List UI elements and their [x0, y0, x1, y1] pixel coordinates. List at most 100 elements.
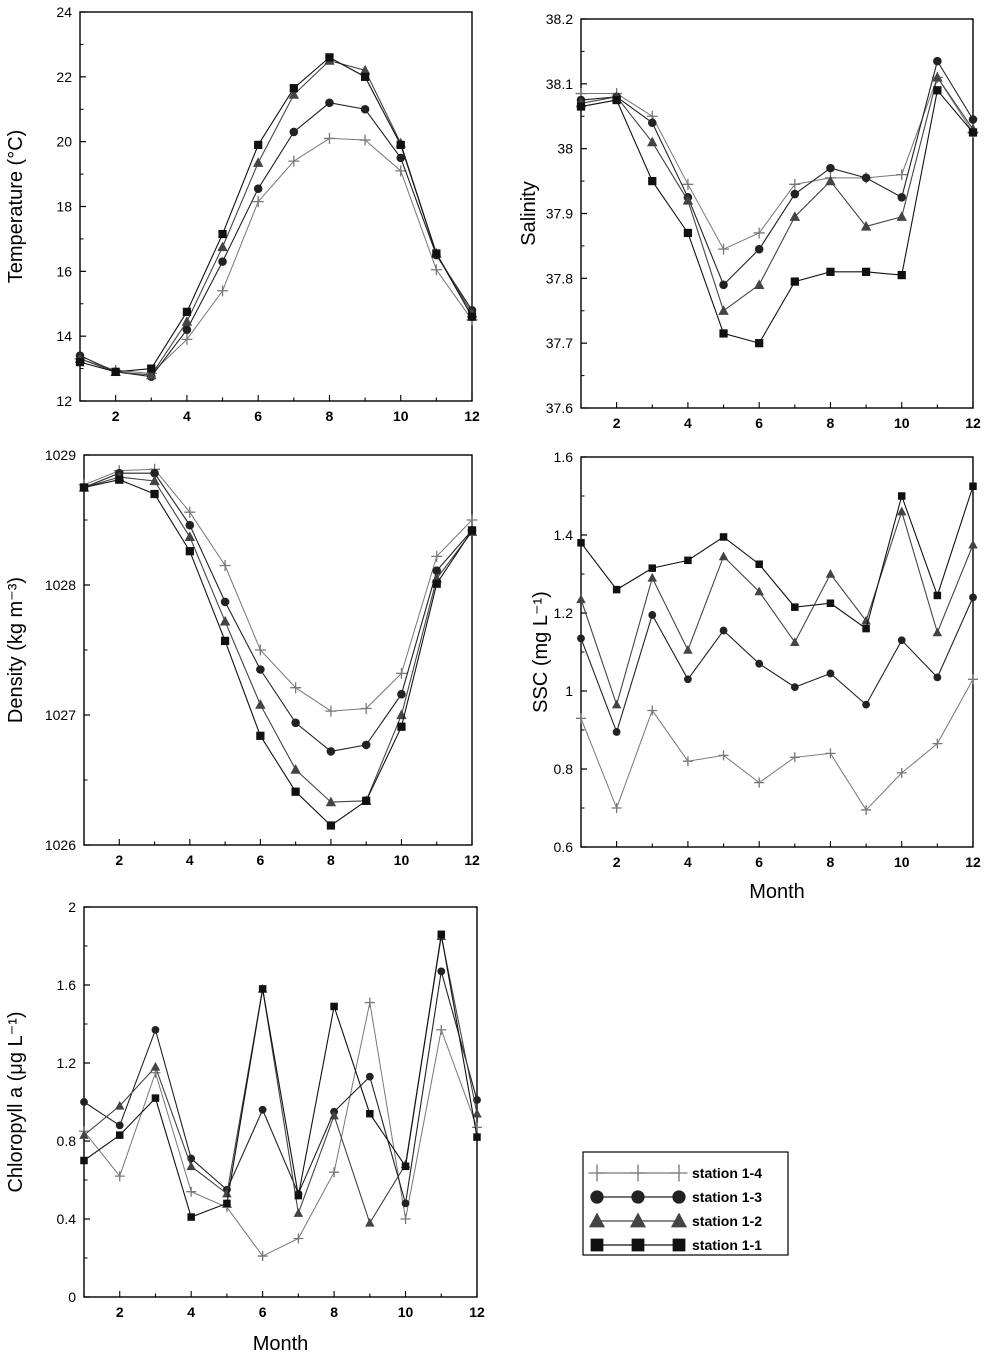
series-line	[580, 89, 974, 344]
series-line	[83, 971, 478, 1204]
data-point	[325, 796, 337, 807]
data-point	[217, 241, 228, 252]
data-point	[430, 264, 442, 276]
data-point	[147, 364, 156, 373]
data-point	[647, 572, 658, 582]
x-tick-label: 2	[112, 408, 120, 424]
data-point	[826, 669, 835, 678]
x-axis-label: Month	[749, 881, 805, 903]
x-tick-label: 10	[398, 1304, 414, 1320]
data-point	[151, 1025, 160, 1034]
data-point	[330, 1002, 338, 1011]
data-point	[223, 1199, 231, 1208]
x-tick-label: 4	[187, 1304, 195, 1320]
data-point	[611, 699, 622, 709]
series-line	[83, 472, 473, 752]
y-tick-label: 1.2	[57, 1055, 77, 1071]
data-point	[682, 195, 694, 205]
data-point	[826, 599, 835, 607]
data-point	[683, 645, 693, 654]
data-point	[288, 155, 300, 167]
x-tick-label: 10	[894, 415, 910, 431]
series-station-1-1	[577, 482, 977, 633]
y-tick-label: 1028	[45, 577, 76, 593]
data-point	[432, 579, 441, 588]
data-point	[254, 140, 263, 150]
data-point	[325, 705, 337, 717]
legend-marker	[672, 1238, 686, 1252]
data-point	[115, 1121, 124, 1130]
data-point	[467, 312, 477, 321]
data-point	[111, 367, 120, 376]
chart-panel-3: 1026 1027 1028 1029 2 4 6 8 10 12 Density (kg m⁻³)	[5, 447, 480, 868]
legend-box	[582, 1151, 789, 1256]
data-point	[256, 731, 265, 740]
x-tick-label: 8	[827, 854, 835, 870]
x-tick-label: 8	[327, 852, 335, 868]
legend-marker	[672, 1190, 686, 1204]
data-point	[325, 98, 334, 108]
y-tick-label: 14	[56, 328, 72, 344]
data-point	[149, 475, 160, 486]
series-line	[79, 60, 473, 376]
y-tick-label: 12	[56, 393, 72, 409]
data-point	[114, 1171, 125, 1182]
data-point	[432, 566, 442, 575]
data-point	[437, 967, 446, 976]
x-tick-label: 8	[330, 1304, 338, 1320]
data-point	[577, 634, 585, 643]
data-point	[217, 285, 229, 297]
series-line	[79, 56, 473, 373]
series-line	[83, 479, 473, 827]
series-line	[580, 59, 974, 286]
x-tick-label: 6	[256, 852, 264, 868]
x-tick-label: 4	[183, 408, 191, 424]
y-tick-label: 24	[56, 4, 72, 20]
data-point	[187, 1213, 195, 1221]
data-point	[220, 636, 230, 646]
series-station-1-1	[75, 53, 477, 376]
data-point	[968, 128, 978, 137]
data-point	[294, 1191, 303, 1200]
series-station-1-4	[575, 71, 979, 255]
y-tick-label: 1027	[45, 707, 76, 723]
data-point	[258, 985, 267, 993]
data-point	[184, 531, 196, 542]
y-tick-label: 0	[68, 1289, 76, 1305]
data-point	[252, 196, 264, 208]
data-point	[577, 539, 585, 547]
data-point	[150, 468, 159, 478]
y-tick-label: 1026	[45, 837, 76, 853]
data-point	[75, 357, 85, 367]
series-station-1-4	[78, 463, 478, 717]
data-point	[789, 178, 801, 190]
data-point	[360, 104, 370, 114]
data-point	[151, 1094, 160, 1102]
data-point	[293, 1233, 304, 1244]
data-point	[397, 689, 406, 699]
data-point	[791, 603, 799, 611]
data-point	[969, 482, 977, 490]
data-point	[359, 64, 371, 75]
data-point	[683, 228, 693, 238]
data-point	[825, 175, 836, 186]
x-tick-label: 12	[965, 854, 981, 870]
series-station-1-4	[74, 132, 478, 379]
series-station-1-3	[577, 593, 977, 736]
series-line	[83, 468, 473, 712]
data-point	[218, 229, 227, 239]
data-point	[826, 267, 835, 276]
series-line	[83, 476, 473, 803]
data-point	[114, 1100, 125, 1110]
data-point	[467, 526, 477, 535]
data-point	[684, 556, 692, 565]
data-point	[329, 1110, 339, 1120]
data-point	[364, 997, 375, 1008]
series-station-1-1	[80, 930, 481, 1221]
legend-marker	[588, 1212, 606, 1228]
data-point	[472, 1122, 482, 1133]
y-tick-label: 1.4	[554, 527, 574, 543]
x-tick-label: 10	[894, 854, 910, 870]
data-point	[755, 560, 763, 568]
